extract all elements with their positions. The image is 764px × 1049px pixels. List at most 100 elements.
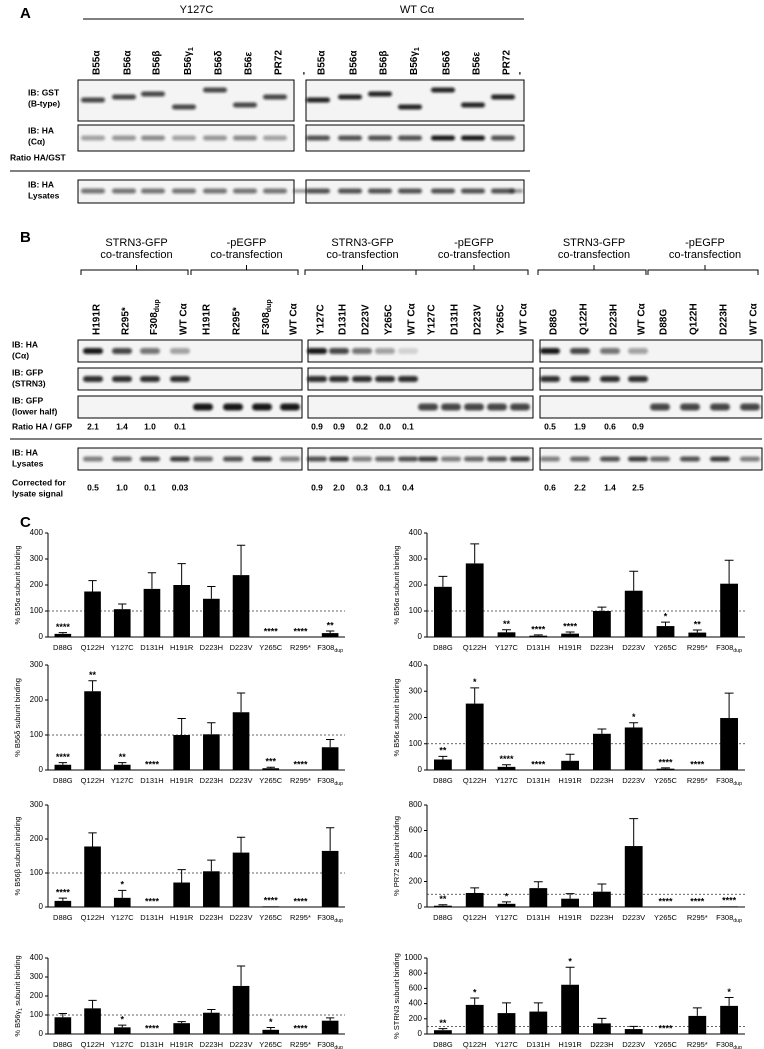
bar <box>529 888 548 907</box>
error-bar <box>147 572 157 589</box>
bar <box>497 632 516 637</box>
blot-band <box>740 403 760 411</box>
panel-label: B <box>20 229 31 246</box>
blot-band <box>464 403 484 411</box>
x-tick-label: D223V <box>230 1040 253 1049</box>
error-bar <box>177 563 186 585</box>
significance: **** <box>145 896 160 906</box>
x-tick-label: D131H <box>140 1040 163 1049</box>
subscript: dup <box>266 299 273 312</box>
y-axis-label: % STRN3 subunit binding <box>392 953 401 1039</box>
blot-band <box>540 456 560 462</box>
bar <box>232 985 250 1034</box>
y-tick-label: 400 <box>409 528 423 537</box>
y-tick-label: 0 <box>418 632 423 641</box>
corrected-value: 0.1 <box>144 482 156 492</box>
x-tick-label: H191R <box>558 913 582 922</box>
blot-band <box>83 376 103 382</box>
blot-band <box>398 188 422 194</box>
ratio-value: 1.9 <box>574 421 586 431</box>
error-bar <box>629 1025 639 1030</box>
error-bar <box>502 1002 511 1014</box>
lane-label: F308dup <box>149 299 162 335</box>
y-tick-label: 0 <box>39 902 44 911</box>
label-part: F308 <box>716 643 733 652</box>
bar <box>497 903 516 907</box>
row-label: IB: GFP <box>12 367 43 377</box>
blot-band <box>398 135 422 141</box>
x-tick-label: F308dup <box>317 643 343 654</box>
x-tick-label: Y265C <box>259 913 283 922</box>
bar <box>433 586 452 637</box>
error-bar <box>88 832 97 847</box>
y-tick-label: 100 <box>409 606 423 615</box>
blot-band <box>141 188 165 194</box>
significance: * <box>120 880 124 890</box>
y-tick-label: 200 <box>409 877 423 886</box>
significance: **** <box>293 626 308 636</box>
bar <box>433 1030 452 1034</box>
y-tick-label: 300 <box>30 660 44 669</box>
significance: **** <box>264 626 279 636</box>
x-tick-label: Q122H <box>81 643 105 652</box>
blot-band <box>338 94 362 100</box>
bar <box>592 611 611 637</box>
corrected-value: 0.3 <box>356 482 368 492</box>
error-bar <box>692 1007 702 1016</box>
error-bar <box>470 687 480 704</box>
significance: **** <box>56 752 71 762</box>
blot-band <box>112 94 136 100</box>
error-bar <box>177 869 186 883</box>
blot-band <box>293 189 307 193</box>
blot-band <box>252 456 272 462</box>
error-bar <box>207 722 216 735</box>
blot-band <box>338 188 362 194</box>
x-tick-label: Q122H <box>463 643 487 652</box>
error-bar <box>58 1012 68 1018</box>
bar <box>262 768 280 770</box>
significance: * <box>473 987 477 997</box>
bar <box>592 733 611 770</box>
row-label: (Cα) <box>28 136 45 146</box>
x-tick-label: Y127C <box>111 1040 135 1049</box>
lane-label: B56ε <box>472 52 483 75</box>
x-tick-label: Y265C <box>654 643 678 652</box>
group-title: -pEGFP <box>227 237 267 249</box>
x-tick-label: Q122H <box>81 1040 105 1049</box>
error-bar <box>88 680 97 692</box>
error-bar <box>724 559 734 584</box>
x-tick-label: D223H <box>200 643 223 652</box>
corrected-value: 0.6 <box>544 482 556 492</box>
blot-band <box>83 456 103 462</box>
label-part: F308 <box>317 1040 334 1049</box>
lane-label: - <box>515 72 526 75</box>
row-label: IB: HA <box>12 447 38 457</box>
x-tick-label: D131H <box>527 913 550 922</box>
y-tick-label: 200 <box>30 834 44 843</box>
blot-band <box>600 348 620 354</box>
lane-label: D223V <box>473 304 484 335</box>
blot-band <box>491 135 515 141</box>
lane-label: B55α <box>92 50 103 75</box>
blot-band <box>375 348 395 354</box>
error-bar <box>502 629 511 633</box>
lane-label: PR72 <box>274 50 285 75</box>
x-tick-label: Q122H <box>463 1040 487 1049</box>
significance: **** <box>658 1023 673 1033</box>
blot-band <box>628 376 648 382</box>
x-tick-label: H191R <box>170 643 194 652</box>
significance: * <box>473 677 477 687</box>
x-tick-label: D223V <box>622 913 645 922</box>
ratio-value: 0.9 <box>632 421 644 431</box>
bar <box>624 727 643 770</box>
lane-label: WT Cα <box>749 302 760 335</box>
blot-frame <box>305 79 525 122</box>
bar <box>720 1005 739 1034</box>
blot-band <box>307 348 327 354</box>
x-tick-label: Y127C <box>495 1040 519 1049</box>
x-tick-label: R295* <box>687 643 708 652</box>
y-tick-label: 100 <box>30 730 44 739</box>
blot-band <box>338 135 362 141</box>
significance: * <box>120 1014 124 1024</box>
significance: **** <box>293 896 308 906</box>
